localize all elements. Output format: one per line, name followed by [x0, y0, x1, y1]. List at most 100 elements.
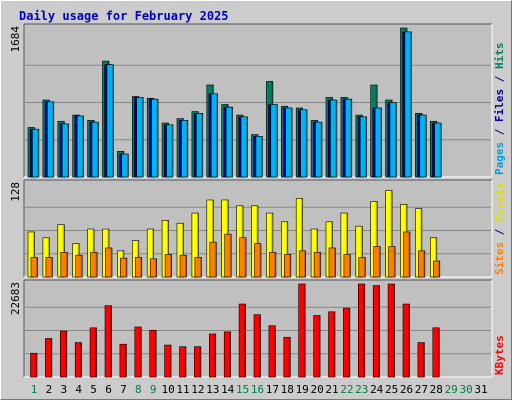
- x-tick-label: 30: [459, 383, 472, 396]
- bar-kbytes-day-5: [89, 327, 97, 378]
- x-tick-label: 28: [430, 383, 443, 396]
- bar-shade: [275, 104, 278, 177]
- bar-pages-day-5: [91, 121, 99, 178]
- bar-shade: [214, 242, 217, 277]
- bar-shade: [229, 234, 232, 277]
- bar-shade: [97, 122, 99, 177]
- bar-shade: [82, 115, 84, 177]
- bar-shade: [80, 255, 83, 277]
- bar-kbytes-day-6: [104, 305, 112, 378]
- legend-entry: Pages: [493, 142, 506, 175]
- bar-kbytes-day-28: [432, 327, 440, 378]
- chart-title: Daily usage for February 2025: [19, 9, 229, 23]
- bar-shade: [37, 129, 39, 177]
- bar-shade: [216, 93, 218, 177]
- bar-sites-day-3: [60, 251, 68, 278]
- x-tick-label: 26: [400, 383, 413, 396]
- bar-shade: [155, 258, 157, 277]
- bar-kbytes-day-14: [223, 331, 231, 378]
- bar-sites-day-19: [298, 250, 307, 278]
- bar-kbytes-day-24: [372, 285, 381, 378]
- bar-shade: [35, 353, 37, 377]
- bar-sites-day-14: [224, 233, 232, 278]
- bar-pages-day-28: [434, 122, 442, 178]
- bar-shade: [380, 107, 382, 177]
- bar-shade: [273, 325, 276, 377]
- bar-kbytes-day-18: [283, 336, 291, 378]
- panel-legend: Sites / Visits: [493, 182, 506, 275]
- bar-sites-day-21: [328, 247, 336, 278]
- bar-pages-day-16: [255, 135, 263, 178]
- bar-pages-day-17: [270, 104, 278, 178]
- bar-kbytes-day-16: [253, 314, 261, 378]
- bar-shade: [185, 255, 187, 277]
- bar-shade: [259, 243, 261, 277]
- bar-shade: [408, 231, 410, 277]
- legend-entry: KBytes: [493, 335, 506, 375]
- legend-entry: Files: [493, 89, 506, 122]
- bar-sites-day-28: [432, 260, 441, 278]
- bar-pages-day-12: [196, 112, 204, 178]
- bar-shade: [378, 285, 380, 377]
- legend-entry: Sites: [493, 242, 506, 275]
- panel-legend: KBytes: [493, 335, 506, 375]
- bar-shade: [125, 258, 127, 277]
- bar-shade: [171, 124, 173, 177]
- bar-kbytes-day-25: [387, 283, 395, 378]
- bar-shade: [184, 346, 186, 377]
- x-tick-label: 20: [310, 383, 323, 396]
- bar-pages-day-6: [106, 64, 114, 178]
- bar-shade: [288, 337, 291, 377]
- bar-shade: [393, 284, 395, 377]
- bar-shade: [301, 198, 303, 277]
- x-tick-label: 21: [325, 383, 338, 396]
- bar-sites-day-23: [358, 257, 366, 278]
- bar-shade: [348, 254, 351, 277]
- x-tick-label: 10: [161, 383, 174, 396]
- x-tick-label: 15: [236, 383, 249, 396]
- bar-shade: [231, 107, 233, 177]
- x-tick-label: 23: [355, 383, 368, 396]
- bar-shade: [435, 237, 437, 277]
- bar-shade: [52, 101, 54, 177]
- bar-shade: [408, 304, 410, 377]
- bar-shade: [345, 213, 348, 277]
- x-tick-label: 5: [90, 383, 97, 396]
- bar-shade: [95, 252, 98, 277]
- bar-pages-day-21: [330, 99, 338, 178]
- x-tick-label: 13: [206, 383, 219, 396]
- bar-shade: [199, 257, 202, 277]
- bar-shade: [259, 314, 261, 377]
- bar-pages-day-23: [359, 116, 368, 178]
- x-tick-label: 16: [251, 383, 264, 396]
- bar-sites-day-13: [209, 241, 217, 278]
- bar-shade: [170, 254, 172, 277]
- bar-kbytes-day-20: [313, 315, 321, 378]
- bar-shade: [363, 284, 365, 377]
- bar-shade: [439, 123, 442, 177]
- bar-shade: [111, 64, 114, 177]
- bar-shade: [271, 213, 273, 277]
- bar-shade: [229, 331, 231, 377]
- bar-shade: [390, 190, 393, 277]
- bar-shade: [393, 246, 396, 277]
- bar-pages-day-7: [121, 153, 129, 178]
- bar-kbytes-day-27: [417, 342, 425, 378]
- bar-kbytes-day-13: [209, 333, 217, 378]
- bar-shade: [375, 201, 378, 277]
- x-tick-label: 1: [31, 383, 38, 396]
- bar-kbytes-day-8: [134, 326, 142, 378]
- bar-shade: [167, 220, 169, 277]
- bar-pages-day-26: [404, 31, 412, 178]
- bar-shade: [244, 304, 246, 377]
- x-tick-label: 6: [105, 383, 112, 396]
- bar-shade: [437, 327, 440, 377]
- bar-shade: [50, 338, 52, 377]
- bar-pages-day-24: [374, 107, 382, 178]
- bar-shade: [335, 100, 337, 177]
- x-tick-label: 24: [370, 383, 384, 396]
- bar-sites-day-25: [388, 246, 396, 278]
- bar-shade: [395, 102, 397, 177]
- bar-shade: [65, 252, 68, 277]
